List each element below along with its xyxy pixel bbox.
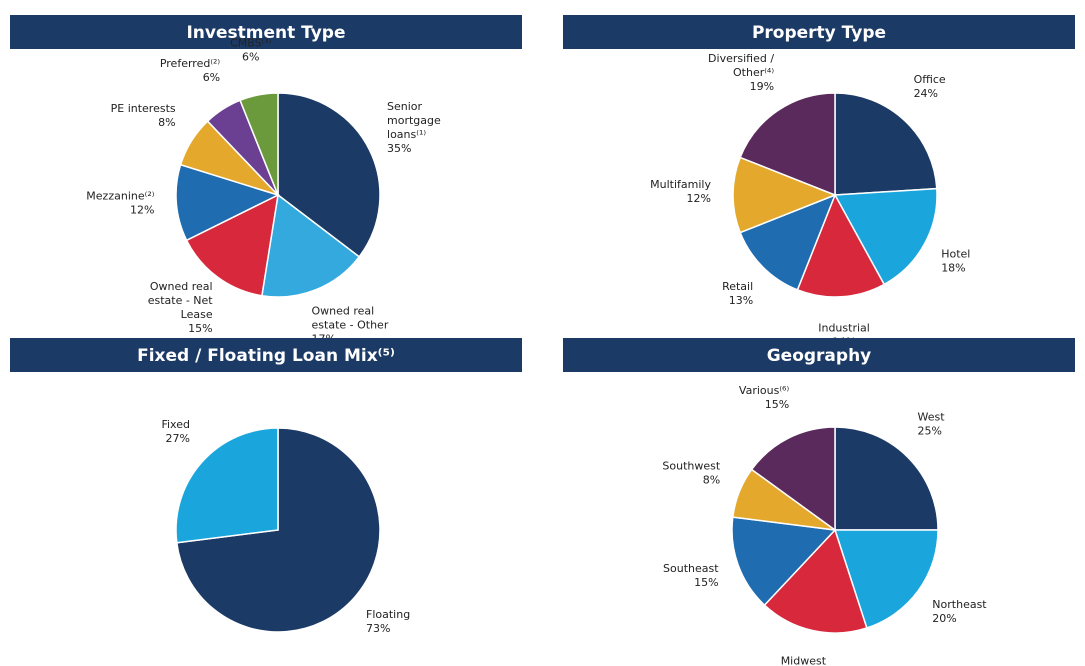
slice-label: Southeast 15% [663, 562, 719, 589]
slice-label: Floating 73% [366, 608, 410, 635]
panel-header [10, 15, 522, 49]
panel-title: Geography [767, 346, 872, 366]
slice-label: West 25% [918, 410, 946, 437]
slice-label: Mezzanine⁽²⁾ 12% [86, 189, 154, 216]
pie-slice [175, 427, 279, 544]
slice-value: 27% [166, 432, 190, 445]
label-line: Various⁽⁶⁾ [739, 384, 790, 397]
label-line: CMBS⁽³⁾ [230, 37, 272, 50]
panel-title: Fixed / Floating Loan Mix⁽⁵⁾ [137, 346, 395, 366]
label-line: Hotel [941, 247, 970, 260]
label-line: Other⁽⁴⁾ [733, 66, 774, 79]
slice-value: 20% [932, 612, 956, 625]
label-line: Owned real [312, 305, 375, 318]
slice-value: 15% [694, 576, 718, 589]
slice-value: 8% [703, 474, 720, 487]
label-line: mortgage [387, 114, 441, 127]
panel-title: Property Type [752, 23, 886, 43]
label-line: PE interests [111, 102, 176, 115]
pie-slice [750, 426, 836, 532]
label-line: estate - Other [312, 319, 389, 332]
slice-label: Preferred⁽²⁾ 6% [160, 57, 221, 84]
pie-slice [739, 92, 836, 197]
slice-value: 15% [765, 398, 789, 411]
slice-label: Multifamily 12% [650, 178, 711, 205]
panel-header [563, 338, 1075, 372]
pie-slice [239, 92, 279, 196]
label-line: loans⁽¹⁾ [387, 128, 426, 141]
label-line: Owned real [150, 280, 213, 293]
label-line: Preferred⁽²⁾ [160, 57, 221, 70]
slice-value: 73% [366, 622, 390, 635]
label-line: Southeast [663, 562, 719, 575]
slice-value: 18% [941, 261, 965, 274]
label-line: Retail [722, 280, 753, 293]
label-line: Diversified / [708, 52, 774, 65]
slice-label: Midwest17% [781, 655, 827, 666]
pie-slice [833, 187, 938, 286]
slice-value: 12% [130, 203, 154, 216]
label-line: Office [914, 73, 946, 86]
label-line: Lease [181, 308, 213, 321]
label-line: West [918, 410, 946, 423]
label-line: Midwest [781, 655, 827, 666]
pie-slice [834, 426, 939, 531]
slice-label: Retail 13% [722, 280, 753, 307]
label-line: Multifamily [650, 178, 711, 191]
slice-label: Office 24% [914, 73, 946, 100]
pie-slice [731, 516, 837, 607]
label-line: Floating [366, 608, 410, 621]
slice-value: 13% [729, 294, 753, 307]
pie-slice [739, 193, 837, 291]
pie-slice [833, 529, 939, 629]
slice-value: 6% [203, 71, 220, 84]
pie-slice [175, 163, 281, 242]
slice-label: Fixed 27% [161, 418, 190, 445]
slice-value: 8% [158, 116, 175, 129]
label-line: estate - Net [148, 294, 214, 307]
label-line: Northeast [932, 598, 987, 611]
slice-label: PE interests 8% [111, 102, 176, 129]
pie-slice [834, 92, 938, 196]
panel-header [10, 338, 522, 372]
pie-slice [732, 156, 838, 234]
pie-slice [277, 92, 381, 258]
slice-label: Owned real estate - Net Lease 15% [148, 280, 214, 335]
slice-label: CMBS⁽³⁾ 6% [230, 37, 272, 64]
label-line: Fixed [161, 418, 190, 431]
pie-slice [261, 193, 361, 298]
label-line: Senior [387, 100, 423, 113]
slice-label: Northeast 20% [932, 598, 987, 625]
label-line: Mezzanine⁽²⁾ [86, 189, 154, 202]
label-line: Industrial [818, 322, 870, 335]
slice-label: Hotel 18% [941, 247, 970, 274]
slice-value: 6% [242, 51, 259, 64]
slice-value: 25% [918, 424, 942, 437]
panel-header [563, 15, 1075, 49]
slice-label: Various⁽⁶⁾ 15% [739, 384, 790, 411]
label-line: Southwest [662, 460, 720, 473]
slice-label: Southwest 8% [662, 460, 720, 487]
slice-value: 12% [687, 192, 711, 205]
slice-value: 24% [914, 87, 938, 100]
slice-value: 19% [750, 80, 774, 93]
slice-value: 35% [387, 142, 411, 155]
pie-slice [185, 193, 279, 297]
pie-slice [796, 193, 886, 298]
slice-value: 15% [188, 322, 212, 335]
slice-label: Diversified / Other⁽⁴⁾ 19% [708, 52, 774, 93]
slice-label: Senior mortgage loans⁽¹⁾ 35% [387, 100, 441, 155]
panel-title: Investment Type [186, 23, 345, 43]
pie-slice [763, 528, 868, 634]
